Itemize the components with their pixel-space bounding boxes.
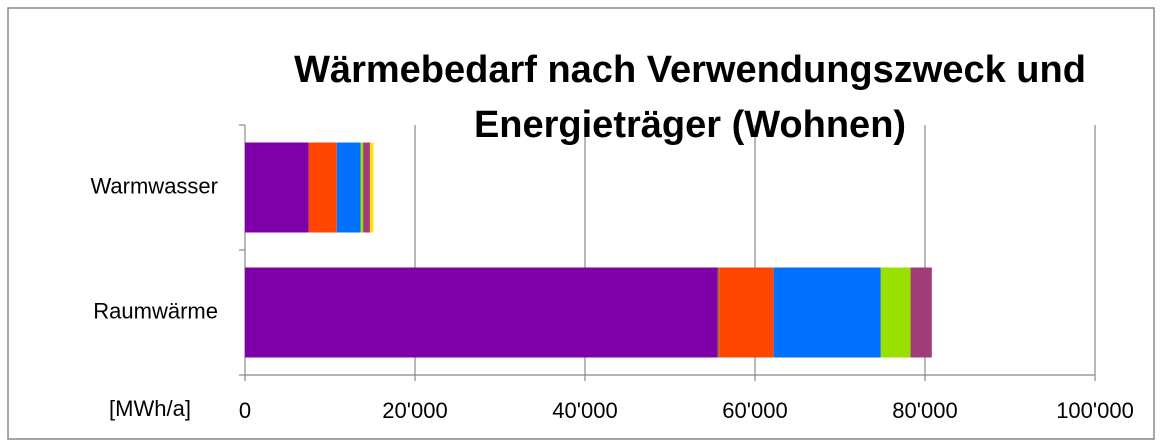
bar-segment [717, 267, 720, 358]
x-tick-label: 40'000 [552, 398, 617, 423]
bar-segment [369, 142, 374, 233]
x-tick-label: 60'000 [722, 398, 787, 423]
bar-segment [308, 142, 337, 233]
x-axis-label: [MWh/a] [109, 396, 191, 421]
x-tick-label: 0 [239, 398, 251, 423]
x-tick-label: 100'000 [1056, 398, 1134, 423]
chart-title: Wärmebedarf nach Verwendungszweck und [294, 49, 1086, 91]
x-tick-label: 20'000 [382, 398, 447, 423]
chart-border [7, 7, 1155, 440]
bar-segment [719, 267, 774, 358]
bar-segment [360, 142, 364, 233]
bar-segment [245, 267, 718, 358]
bar-segment [880, 267, 911, 358]
y-tick-label: Raumwärme [93, 298, 218, 323]
bar-segment [363, 142, 370, 233]
chart-title: Energieträger (Wohnen) [474, 104, 906, 146]
bar-segment [336, 142, 361, 233]
bar-segment [773, 267, 881, 358]
bar-segment [245, 142, 309, 233]
y-tick-label: Warmwasser [90, 173, 218, 198]
bar-segment [910, 267, 932, 358]
x-tick-label: 80'000 [892, 398, 957, 423]
